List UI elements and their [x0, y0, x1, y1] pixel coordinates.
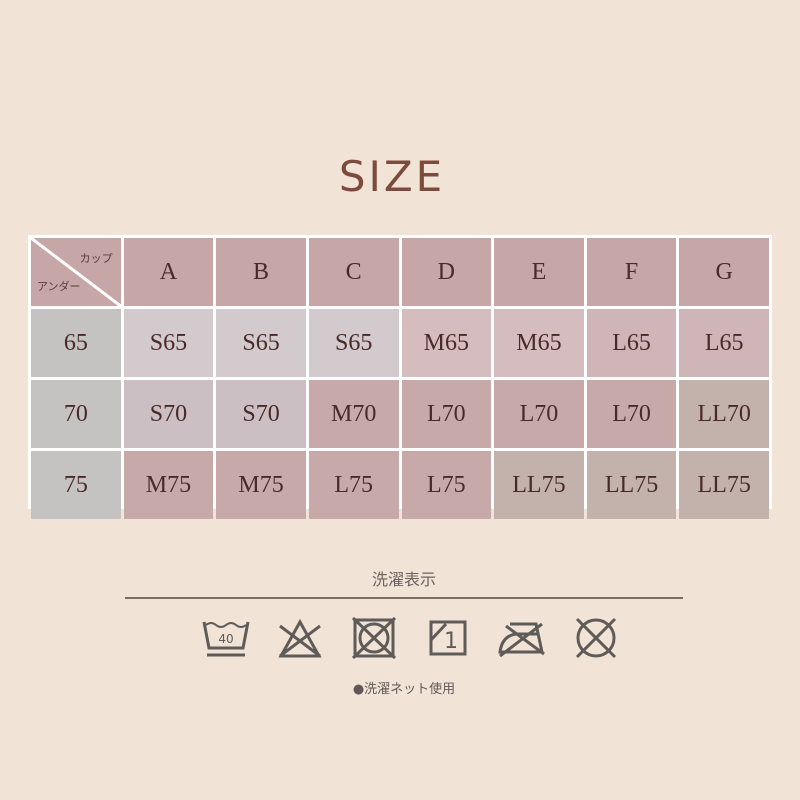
size-cell: LL75 [586, 451, 677, 519]
size-cell: S65 [308, 309, 399, 377]
size-cell: LL70 [679, 380, 769, 448]
no-dryclean-icon [575, 617, 617, 659]
no-tumble-dry-icon [351, 616, 397, 660]
size-cell: M75 [216, 451, 306, 519]
cup-header: B [216, 238, 306, 306]
size-cell: S70 [216, 380, 306, 448]
care-icons: 40 1 [200, 616, 622, 660]
under-label: アンダー [37, 280, 81, 293]
cup-header: G [679, 238, 769, 306]
size-cell: S65 [216, 309, 306, 377]
corner-header: カップ アンダー [31, 238, 121, 306]
size-table: カップ アンダー A B C D E F G 65 S65 S65 S65 M65 M65 L65 L65 7… [28, 235, 772, 519]
size-cell: LL75 [679, 451, 769, 519]
no-bleach-icon [278, 618, 322, 658]
cup-header: D [401, 238, 492, 306]
size-cell: L70 [401, 380, 492, 448]
under-header: 75 [31, 451, 121, 519]
under-header: 65 [31, 309, 121, 377]
divider [125, 597, 683, 599]
size-cell: M75 [123, 451, 214, 519]
diagonal-line [31, 238, 121, 306]
laundry-net-note: ●洗濯ネット使用 [352, 682, 456, 697]
size-cell: S65 [123, 309, 214, 377]
svg-text:40: 40 [218, 632, 233, 646]
svg-text:1: 1 [444, 629, 458, 654]
cup-label: カップ [79, 252, 113, 265]
cup-header: C [308, 238, 399, 306]
size-cell: L75 [308, 451, 399, 519]
size-cell: L70 [494, 380, 584, 448]
under-header: 70 [31, 380, 121, 448]
cup-header: A [123, 238, 214, 306]
size-cell: LL75 [494, 451, 584, 519]
size-cell: S70 [123, 380, 214, 448]
cup-header: F [586, 238, 677, 306]
line-dry-shade-icon: 1 [429, 620, 467, 656]
wash-40-gentle-icon: 40 [202, 621, 250, 657]
size-cell: M65 [401, 309, 492, 377]
page-title: SIZE [338, 152, 446, 201]
size-cell: L65 [586, 309, 677, 377]
cup-header: E [494, 238, 584, 306]
size-cell: L65 [679, 309, 769, 377]
no-iron-icon [498, 622, 545, 658]
size-cell: M65 [494, 309, 584, 377]
size-cell: L70 [586, 380, 677, 448]
care-title: 洗濯表示 [371, 570, 436, 589]
size-cell: L75 [401, 451, 492, 519]
size-cell: M70 [308, 380, 399, 448]
